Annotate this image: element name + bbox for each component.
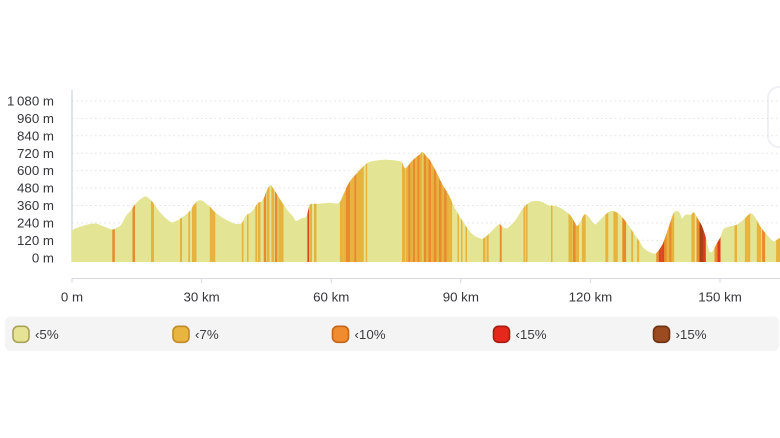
svg-text:480 m: 480 m xyxy=(17,181,54,196)
svg-text:90 km: 90 km xyxy=(443,290,479,305)
svg-text:›15%: ›15% xyxy=(676,327,707,342)
svg-text:960 m: 960 m xyxy=(17,111,54,126)
svg-text:600 m: 600 m xyxy=(17,163,54,178)
svg-text:0 m: 0 m xyxy=(32,250,54,265)
svg-text:30 km: 30 km xyxy=(183,290,219,305)
svg-text:‹10%: ‹10% xyxy=(355,327,386,342)
svg-text:840 m: 840 m xyxy=(17,128,54,143)
svg-text:240 m: 240 m xyxy=(17,216,54,231)
svg-text:720 m: 720 m xyxy=(17,146,54,161)
svg-text:‹7%: ‹7% xyxy=(195,327,219,342)
svg-text:360 m: 360 m xyxy=(17,198,54,213)
svg-text:0 m: 0 m xyxy=(61,290,83,305)
svg-text:1 080 m: 1 080 m xyxy=(7,94,54,109)
svg-text:60 km: 60 km xyxy=(313,290,349,305)
svg-text:120 km: 120 km xyxy=(569,290,613,305)
svg-text:‹15%: ‹15% xyxy=(516,327,547,342)
svg-text:‹5%: ‹5% xyxy=(35,327,59,342)
svg-text:120 m: 120 m xyxy=(17,233,54,248)
svg-text:150 km: 150 km xyxy=(698,290,742,305)
